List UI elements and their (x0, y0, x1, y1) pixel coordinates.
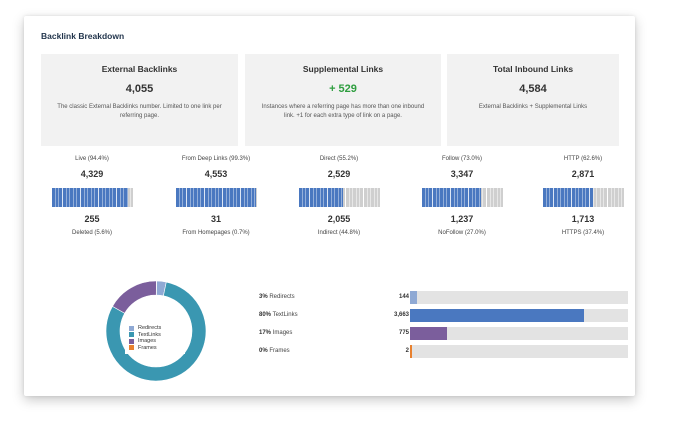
link-type-bar-fill (410, 291, 417, 304)
metric-top-value: 2,529 (327, 169, 351, 179)
link-type-bar-fill (410, 309, 585, 322)
link-type-percent: 17% (259, 330, 272, 336)
metric-direct-indirect: Direct (55.2%) 2,529 2,055 Indirect (44.… (289, 156, 389, 236)
summary-label: External Backlinks (101, 64, 178, 74)
metric-follow-nofollow: Follow (73.0%) 3,347 1,237 NoFollow (27.… (412, 156, 512, 236)
metric-top-label: Live (94.4%) (75, 156, 109, 162)
link-type-count: 144 (398, 294, 409, 300)
metric-bottom-label: Indirect (44.8%) (317, 230, 361, 236)
legend-swatch (129, 345, 134, 351)
donut-legend: Redirects TextLinks Images Frames (125, 322, 185, 354)
metric-gauge-fill (298, 188, 344, 207)
link-type-label: 3% Redirects (259, 294, 295, 300)
legend-swatch (129, 325, 134, 331)
donut-slice-images (112, 280, 157, 314)
metric-top-value: 4,553 (204, 169, 228, 179)
metric-bottom-label: NoFollow (27.0%) (438, 230, 486, 236)
metric-bottom-label: HTTPS (37.4%) (561, 230, 605, 236)
metric-top-label: Direct (55.2%) (319, 156, 359, 162)
link-type-name: Images (272, 330, 293, 336)
summary-description: The classic External Backlinks number. L… (57, 104, 222, 119)
summary-description: Instances where a referring page has mor… (261, 104, 425, 119)
metric-bottom-label: From Homepages (0.7%) (182, 230, 250, 236)
link-type-bar-track (410, 327, 628, 340)
link-type-name: TextLinks (272, 312, 298, 318)
summary-label: Total Inbound Links (492, 64, 574, 74)
metric-http-https: HTTP (62.6%) 2,871 1,713 HTTPS (37.4%) (533, 156, 633, 236)
link-type-bar-fill (410, 327, 447, 340)
metric-bottom-value: 2,055 (327, 214, 351, 224)
donut-slice-textlinks (105, 281, 207, 382)
link-type-bar-track (410, 291, 628, 304)
summary-label: Supplemental Links (302, 64, 384, 74)
metric-gauge (421, 188, 503, 207)
link-type-bar-fill (410, 345, 412, 358)
metric-live-deleted: Live (94.4%) 4,329 255 Deleted (5.6%) (42, 156, 142, 236)
metric-gauge (51, 188, 133, 207)
legend-item-images: Images (129, 338, 181, 345)
legend-label: Redirects (138, 325, 162, 332)
link-type-donut-chart (105, 280, 207, 382)
legend-swatch (129, 338, 134, 344)
legend-item-frames: Frames (129, 345, 181, 352)
metric-gauge-fill (51, 188, 128, 207)
metric-top-value: 3,347 (450, 169, 474, 179)
legend-label: TextLinks (138, 331, 161, 338)
metric-top-label: HTTP (62.6%) (563, 156, 603, 162)
link-type-count: 2 (405, 348, 409, 354)
metric-gauge (175, 188, 257, 207)
legend-label: Frames (138, 344, 157, 351)
summary-external-backlinks: External Backlinks 4,055 The classic Ext… (41, 54, 238, 146)
link-type-percent: 0% (259, 348, 268, 354)
legend-item-textlinks: TextLinks (129, 332, 181, 339)
legend-swatch (129, 332, 134, 338)
legend-item-redirects: Redirects (129, 325, 181, 332)
link-type-percent: 3% (259, 294, 268, 300)
summary-total-inbound-links: Total Inbound Links 4,584 External Backl… (447, 54, 619, 146)
metric-gauge-fill (421, 188, 481, 207)
link-type-label: 80% TextLinks (259, 312, 298, 318)
metric-gauge-fill (542, 188, 594, 207)
link-type-count: 3,663 (393, 312, 409, 318)
link-type-label: 0% Frames (259, 348, 290, 354)
metric-top-value: 2,871 (571, 169, 595, 179)
link-type-name: Frames (269, 348, 290, 354)
metric-gauge-fill (175, 188, 256, 207)
metric-bottom-label: Deleted (5.6%) (71, 230, 113, 236)
link-type-row-images: 17% Images 775 (259, 327, 629, 340)
legend-label: Images (138, 338, 157, 345)
link-type-percent: 80% (259, 312, 272, 318)
metric-bottom-value: 31 (210, 214, 221, 224)
metric-top-label: From Deep Links (99.3%) (181, 156, 251, 162)
link-type-count: 775 (398, 330, 409, 336)
link-type-label: 17% Images (259, 330, 292, 336)
link-type-name: Redirects (269, 294, 295, 300)
metric-top-label: Follow (73.0%) (441, 156, 482, 162)
panel-title: Backlink Breakdown (41, 31, 125, 41)
link-type-row-redirects: 3% Redirects 144 (259, 291, 629, 304)
summary-description: External Backlinks + Supplemental Links (478, 104, 588, 110)
metric-bottom-value: 255 (84, 214, 100, 224)
summary-value: 4,584 (519, 83, 547, 95)
metric-top-value: 4,329 (80, 169, 104, 179)
metric-gauge (298, 188, 380, 207)
summary-value: 4,055 (125, 83, 154, 95)
summary-value: + 529 (329, 83, 357, 95)
metric-deep-homepages: From Deep Links (99.3%) 4,553 31 From Ho… (166, 156, 266, 236)
link-type-row-frames: 0% Frames 2 (259, 345, 629, 358)
link-type-bar-track (410, 309, 628, 322)
link-type-row-textlinks: 80% TextLinks 3,663 (259, 309, 629, 322)
link-type-bar-track (410, 345, 628, 358)
backlink-breakdown-panel: Backlink Breakdown External Backlinks 4,… (24, 16, 635, 396)
metric-bottom-value: 1,237 (450, 214, 474, 224)
metric-gauge (542, 188, 624, 207)
metric-bottom-value: 1,713 (571, 214, 595, 224)
summary-supplemental-links: Supplemental Links + 529 Instances where… (245, 54, 441, 146)
